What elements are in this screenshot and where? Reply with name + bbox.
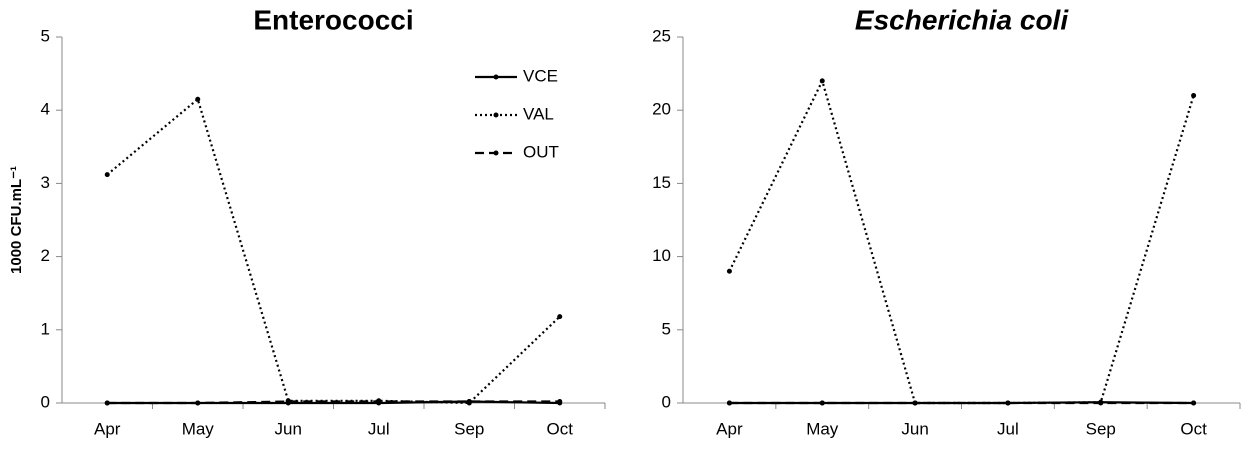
legend-marker [493,74,499,80]
point [466,399,472,405]
x-tick-label: May [806,419,839,438]
series-line [106,97,561,405]
x-tick-label: Apr [94,419,121,438]
y-tick-label: 3 [41,173,50,192]
point [819,400,825,406]
x-tick-label: Apr [716,419,743,438]
legend-marker [493,150,499,156]
point [726,268,732,274]
x-tick-label: Jun [275,419,302,438]
x-tick-label: Oct [1180,419,1207,438]
series-line [107,400,560,405]
x-tick-label: Sep [454,419,484,438]
legend-marker [493,112,499,118]
point [376,399,382,405]
point [1005,400,1011,406]
legend-label: OUT [523,142,559,161]
y-tick-label: 25 [652,26,671,45]
x-tick-label: Jul [997,419,1019,438]
x-tick-label: May [182,419,215,438]
chart-title: Enterococci [253,4,413,35]
point [557,399,563,405]
point [819,78,825,84]
point [726,400,732,406]
legend-label: VAL [523,104,554,123]
y-tick-label: 1 [41,319,50,338]
point [195,96,201,102]
point [1191,400,1197,406]
legend-label: VCE [523,66,558,85]
point [557,314,563,320]
y-tick-label: 4 [41,100,50,119]
y-tick-label: 20 [652,100,671,119]
point [1098,400,1104,406]
y-tick-label: 2 [41,246,50,265]
point [1191,93,1197,99]
y-tick-label: 15 [652,173,671,192]
point [912,400,918,406]
y-axis-label: 1000 CFU.mL⁻¹ [8,166,25,274]
x-tick-label: Jul [368,419,390,438]
y-tick-label: 5 [41,26,50,45]
series-line [728,77,1195,405]
y-tick-label: 0 [41,392,50,411]
point [285,399,291,405]
x-tick-label: Jun [901,419,928,438]
chart-title: Escherichia coli [855,4,1069,35]
point [104,172,110,178]
y-tick-label: 5 [662,319,671,338]
x-tick-label: Sep [1086,419,1116,438]
x-tick-label: Oct [547,419,574,438]
point [104,400,110,406]
point [195,400,201,406]
y-tick-label: 10 [652,246,671,265]
y-tick-label: 0 [662,392,671,411]
